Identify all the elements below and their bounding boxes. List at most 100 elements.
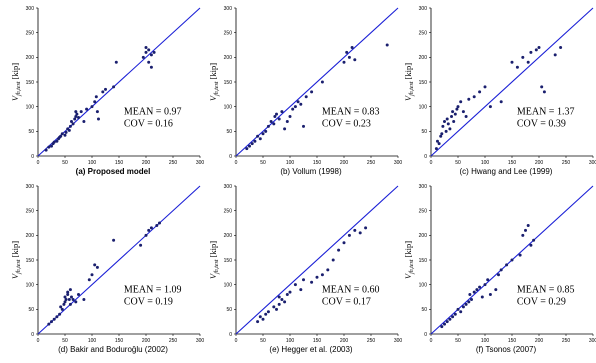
data-point [60, 307, 64, 311]
y-tick-label: 200 [224, 233, 233, 239]
data-point [441, 124, 445, 128]
data-point [272, 122, 276, 126]
data-point [95, 110, 99, 114]
data-point [74, 300, 78, 304]
data-point [468, 293, 472, 297]
mean-annotation: MEAN = 0.97 [124, 107, 182, 118]
x-tick-label: 0 [430, 338, 433, 344]
data-point [440, 325, 444, 329]
data-point [435, 139, 439, 143]
data-point [275, 307, 278, 311]
x-tick-label: 0 [37, 160, 40, 166]
data-point [464, 302, 468, 306]
x-tick-label: 250 [169, 160, 178, 166]
data-point [63, 295, 67, 299]
data-point [288, 290, 292, 294]
data-point [448, 127, 452, 131]
data-point [139, 243, 143, 247]
y-axis-label: Vjh,test[kip] [208, 241, 220, 279]
chart-caption: (f) Tsonos (2007) [476, 345, 537, 354]
data-point [456, 105, 460, 109]
data-point [73, 117, 77, 121]
data-point [50, 320, 53, 324]
x-tick-label: 200 [535, 338, 544, 344]
y-tick-label: 0 [424, 332, 427, 338]
data-point [277, 295, 281, 299]
data-point [147, 48, 151, 52]
chart-caption: (c) Hwang and Lee (1999) [460, 167, 553, 176]
x-tick-label: 150 [313, 160, 322, 166]
y-tick-label: 200 [419, 55, 428, 61]
data-point [453, 312, 457, 316]
y-tick-label: 100 [419, 282, 428, 288]
data-point [264, 129, 268, 133]
data-point [152, 50, 156, 54]
y-tick-label: 300 [26, 184, 35, 190]
data-point [77, 116, 80, 120]
data-point [64, 130, 68, 134]
data-point [461, 110, 465, 114]
x-tick-label: 200 [340, 160, 349, 166]
x-tick-label: 50 [260, 160, 266, 166]
data-point [510, 60, 514, 64]
data-point [245, 147, 249, 151]
x-tick-label: 50 [455, 338, 461, 344]
data-point [464, 115, 468, 119]
data-point [256, 320, 260, 324]
data-point [93, 263, 97, 267]
data-point [275, 112, 278, 116]
reference-line [235, 7, 399, 157]
data-point [483, 85, 487, 89]
data-point [149, 65, 153, 69]
data-point [364, 226, 368, 230]
y-axis-label-unit: [kip] [10, 241, 20, 258]
data-point [310, 280, 314, 284]
data-point [112, 238, 116, 242]
data-point [71, 297, 75, 301]
data-point [74, 110, 78, 114]
data-point [345, 50, 349, 54]
chart-caption: (e) Hegger et al. (2003) [269, 345, 352, 354]
data-point [283, 300, 287, 304]
y-axis-label-subscript: jh,test [214, 81, 220, 97]
x-tick-label: 150 [313, 338, 322, 344]
data-point [144, 50, 148, 54]
y-tick-label: 250 [419, 30, 428, 36]
data-point [285, 119, 289, 123]
data-point [158, 221, 161, 225]
data-point [434, 147, 438, 151]
data-point [63, 300, 67, 304]
y-tick-label: 200 [26, 233, 35, 239]
data-point [510, 258, 514, 262]
data-point [288, 115, 292, 119]
x-tick-label: 100 [88, 338, 97, 344]
cov-annotation: COV = 0.23 [322, 119, 371, 130]
data-point [96, 117, 100, 121]
y-axis-label-unit: [kip] [403, 63, 413, 80]
x-tick-label: 300 [589, 338, 596, 344]
y-axis-label-unit: [kip] [208, 241, 218, 258]
data-point [529, 50, 533, 54]
chart-caption: (a) Proposed model [76, 167, 151, 176]
data-point [526, 223, 530, 227]
y-axis-label-symbol: V [10, 94, 20, 101]
y-tick-label: 100 [224, 104, 233, 110]
data-point [69, 119, 73, 123]
data-point [499, 100, 503, 104]
y-tick-label: 200 [26, 55, 35, 61]
data-point [488, 293, 492, 297]
y-axis-label: Vjh,test[kip] [403, 241, 415, 279]
y-axis-label-subscript: jh,test [16, 81, 22, 97]
data-point [283, 127, 287, 131]
y-tick-label: 0 [31, 154, 34, 160]
data-point [149, 226, 153, 230]
data-point [144, 233, 148, 237]
data-point [55, 139, 59, 143]
data-point [261, 317, 265, 321]
data-point [44, 148, 48, 152]
data-point [291, 107, 295, 111]
data-point [64, 297, 68, 301]
data-point [505, 263, 509, 267]
data-point [79, 110, 83, 114]
x-tick-label: 250 [367, 338, 376, 344]
